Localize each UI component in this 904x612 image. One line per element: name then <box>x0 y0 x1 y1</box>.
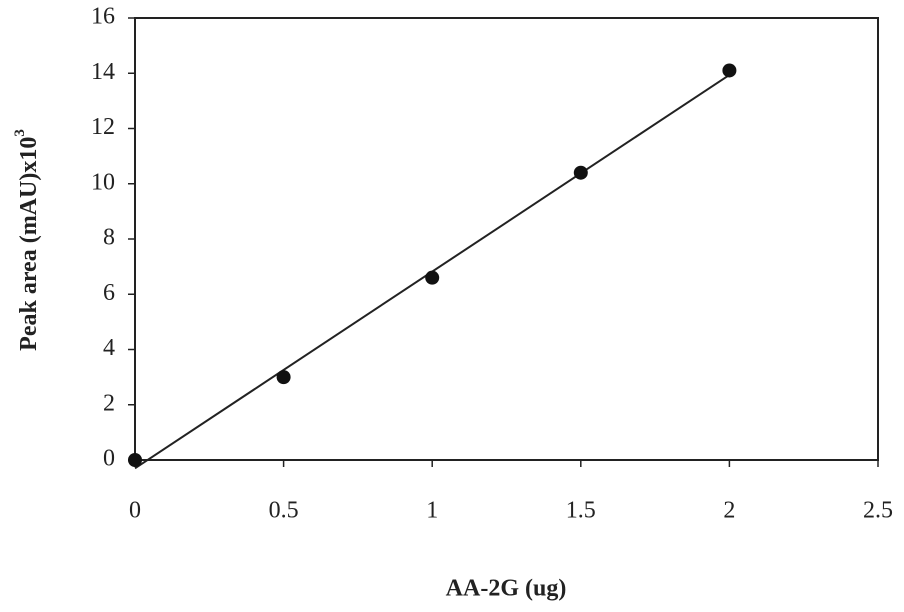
data-point <box>277 370 291 384</box>
y-tick-label: 14 <box>91 59 115 85</box>
y-tick-label: 10 <box>91 169 115 195</box>
x-tick-label: 0 <box>129 498 141 524</box>
data-point <box>425 271 439 285</box>
y-tick-label: 8 <box>103 225 115 251</box>
x-tick-label: 0.5 <box>269 498 299 524</box>
y-tick-label: 16 <box>91 4 115 30</box>
x-tick-label: 1.5 <box>566 498 596 524</box>
y-axis-label-sup: 3 <box>12 129 28 137</box>
y-tick-label: 12 <box>91 114 115 140</box>
chart: AA-2G (ug) Peak area (mAU)x103 024681012… <box>0 0 904 612</box>
y-axis-label: Peak area (mAU)x103 <box>12 129 41 351</box>
data-point <box>574 166 588 180</box>
x-tick-label: 1 <box>426 498 438 524</box>
y-tick-label: 4 <box>103 335 115 361</box>
x-axis-label: AA-2G (ug) <box>446 576 567 602</box>
x-tick-label: 2 <box>723 498 735 524</box>
y-axis-label-main: Peak area (mAU)x10 <box>16 137 42 351</box>
data-point <box>722 63 736 77</box>
x-tick-label: 2.5 <box>863 498 893 524</box>
y-tick-label: 0 <box>103 446 115 472</box>
data-point <box>128 453 142 467</box>
y-tick-label: 2 <box>103 390 115 416</box>
y-tick-label: 6 <box>103 280 115 306</box>
